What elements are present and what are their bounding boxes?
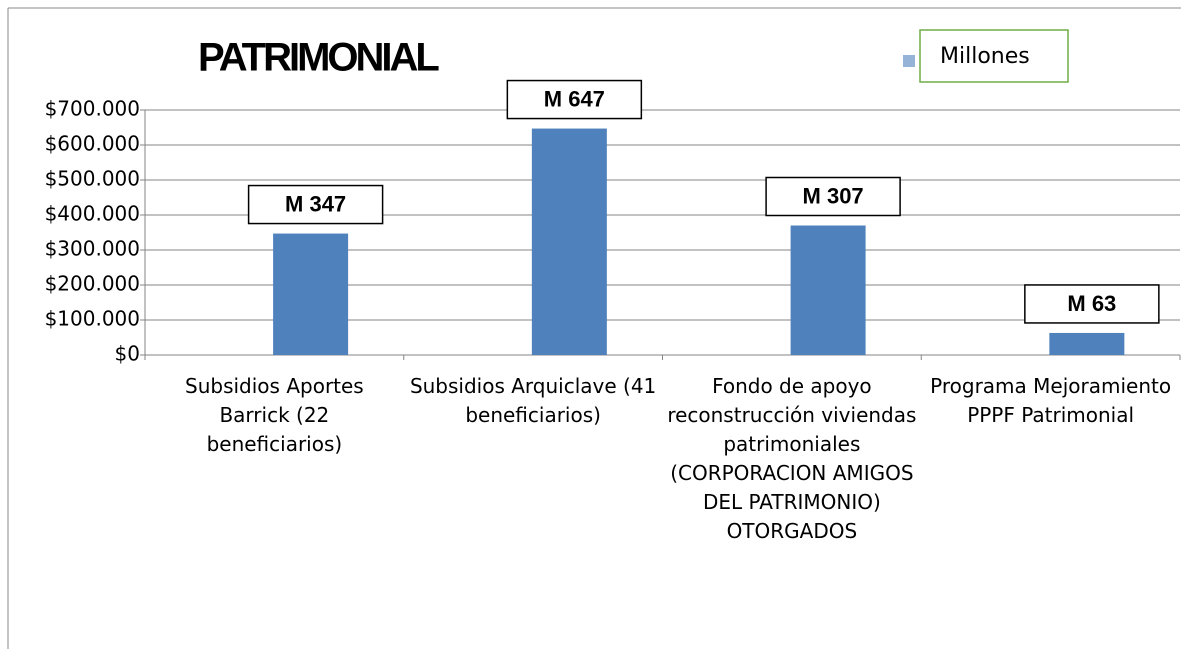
annotation-box bbox=[247, 184, 384, 225]
y-tick-label: $0 bbox=[115, 342, 140, 366]
annotation-box bbox=[1024, 284, 1160, 324]
y-tick-label: $600.000 bbox=[45, 132, 140, 156]
y-tick-label: $200.000 bbox=[45, 272, 140, 296]
y-tick-label: $100.000 bbox=[45, 307, 140, 331]
bar bbox=[531, 128, 607, 355]
annotation: M 347 bbox=[285, 191, 346, 216]
annotation-box bbox=[765, 176, 901, 217]
bar bbox=[1049, 332, 1125, 355]
bar bbox=[790, 225, 866, 355]
x-tick-label: Subsidios Arquiclave (41 beneficiarios) bbox=[409, 374, 657, 427]
annotation: M 63 bbox=[1067, 291, 1116, 316]
chart-title: PATRIMONIAL bbox=[198, 36, 439, 80]
annotation: M 307 bbox=[803, 183, 864, 208]
annotation: M 647 bbox=[544, 86, 605, 111]
y-tick-label: $300.000 bbox=[45, 237, 140, 261]
y-tick-label: $400.000 bbox=[45, 202, 140, 226]
y-tick-label: $700.000 bbox=[45, 97, 140, 121]
legend-box bbox=[919, 29, 1069, 83]
legend-swatch bbox=[903, 55, 915, 67]
x-tick-label: Fondo de apoyo reconstrucción viviendas … bbox=[667, 374, 917, 543]
x-tick-label: Programa Mejoramiento PPPF Patrimonial bbox=[930, 374, 1172, 427]
legend-label: Millones bbox=[940, 44, 1030, 69]
y-tick-label: $500.000 bbox=[45, 167, 140, 191]
bar bbox=[273, 233, 349, 355]
annotation-box bbox=[506, 79, 643, 120]
x-tick-label: Subsidios Aportes Barrick (22 beneficiar… bbox=[185, 374, 364, 456]
